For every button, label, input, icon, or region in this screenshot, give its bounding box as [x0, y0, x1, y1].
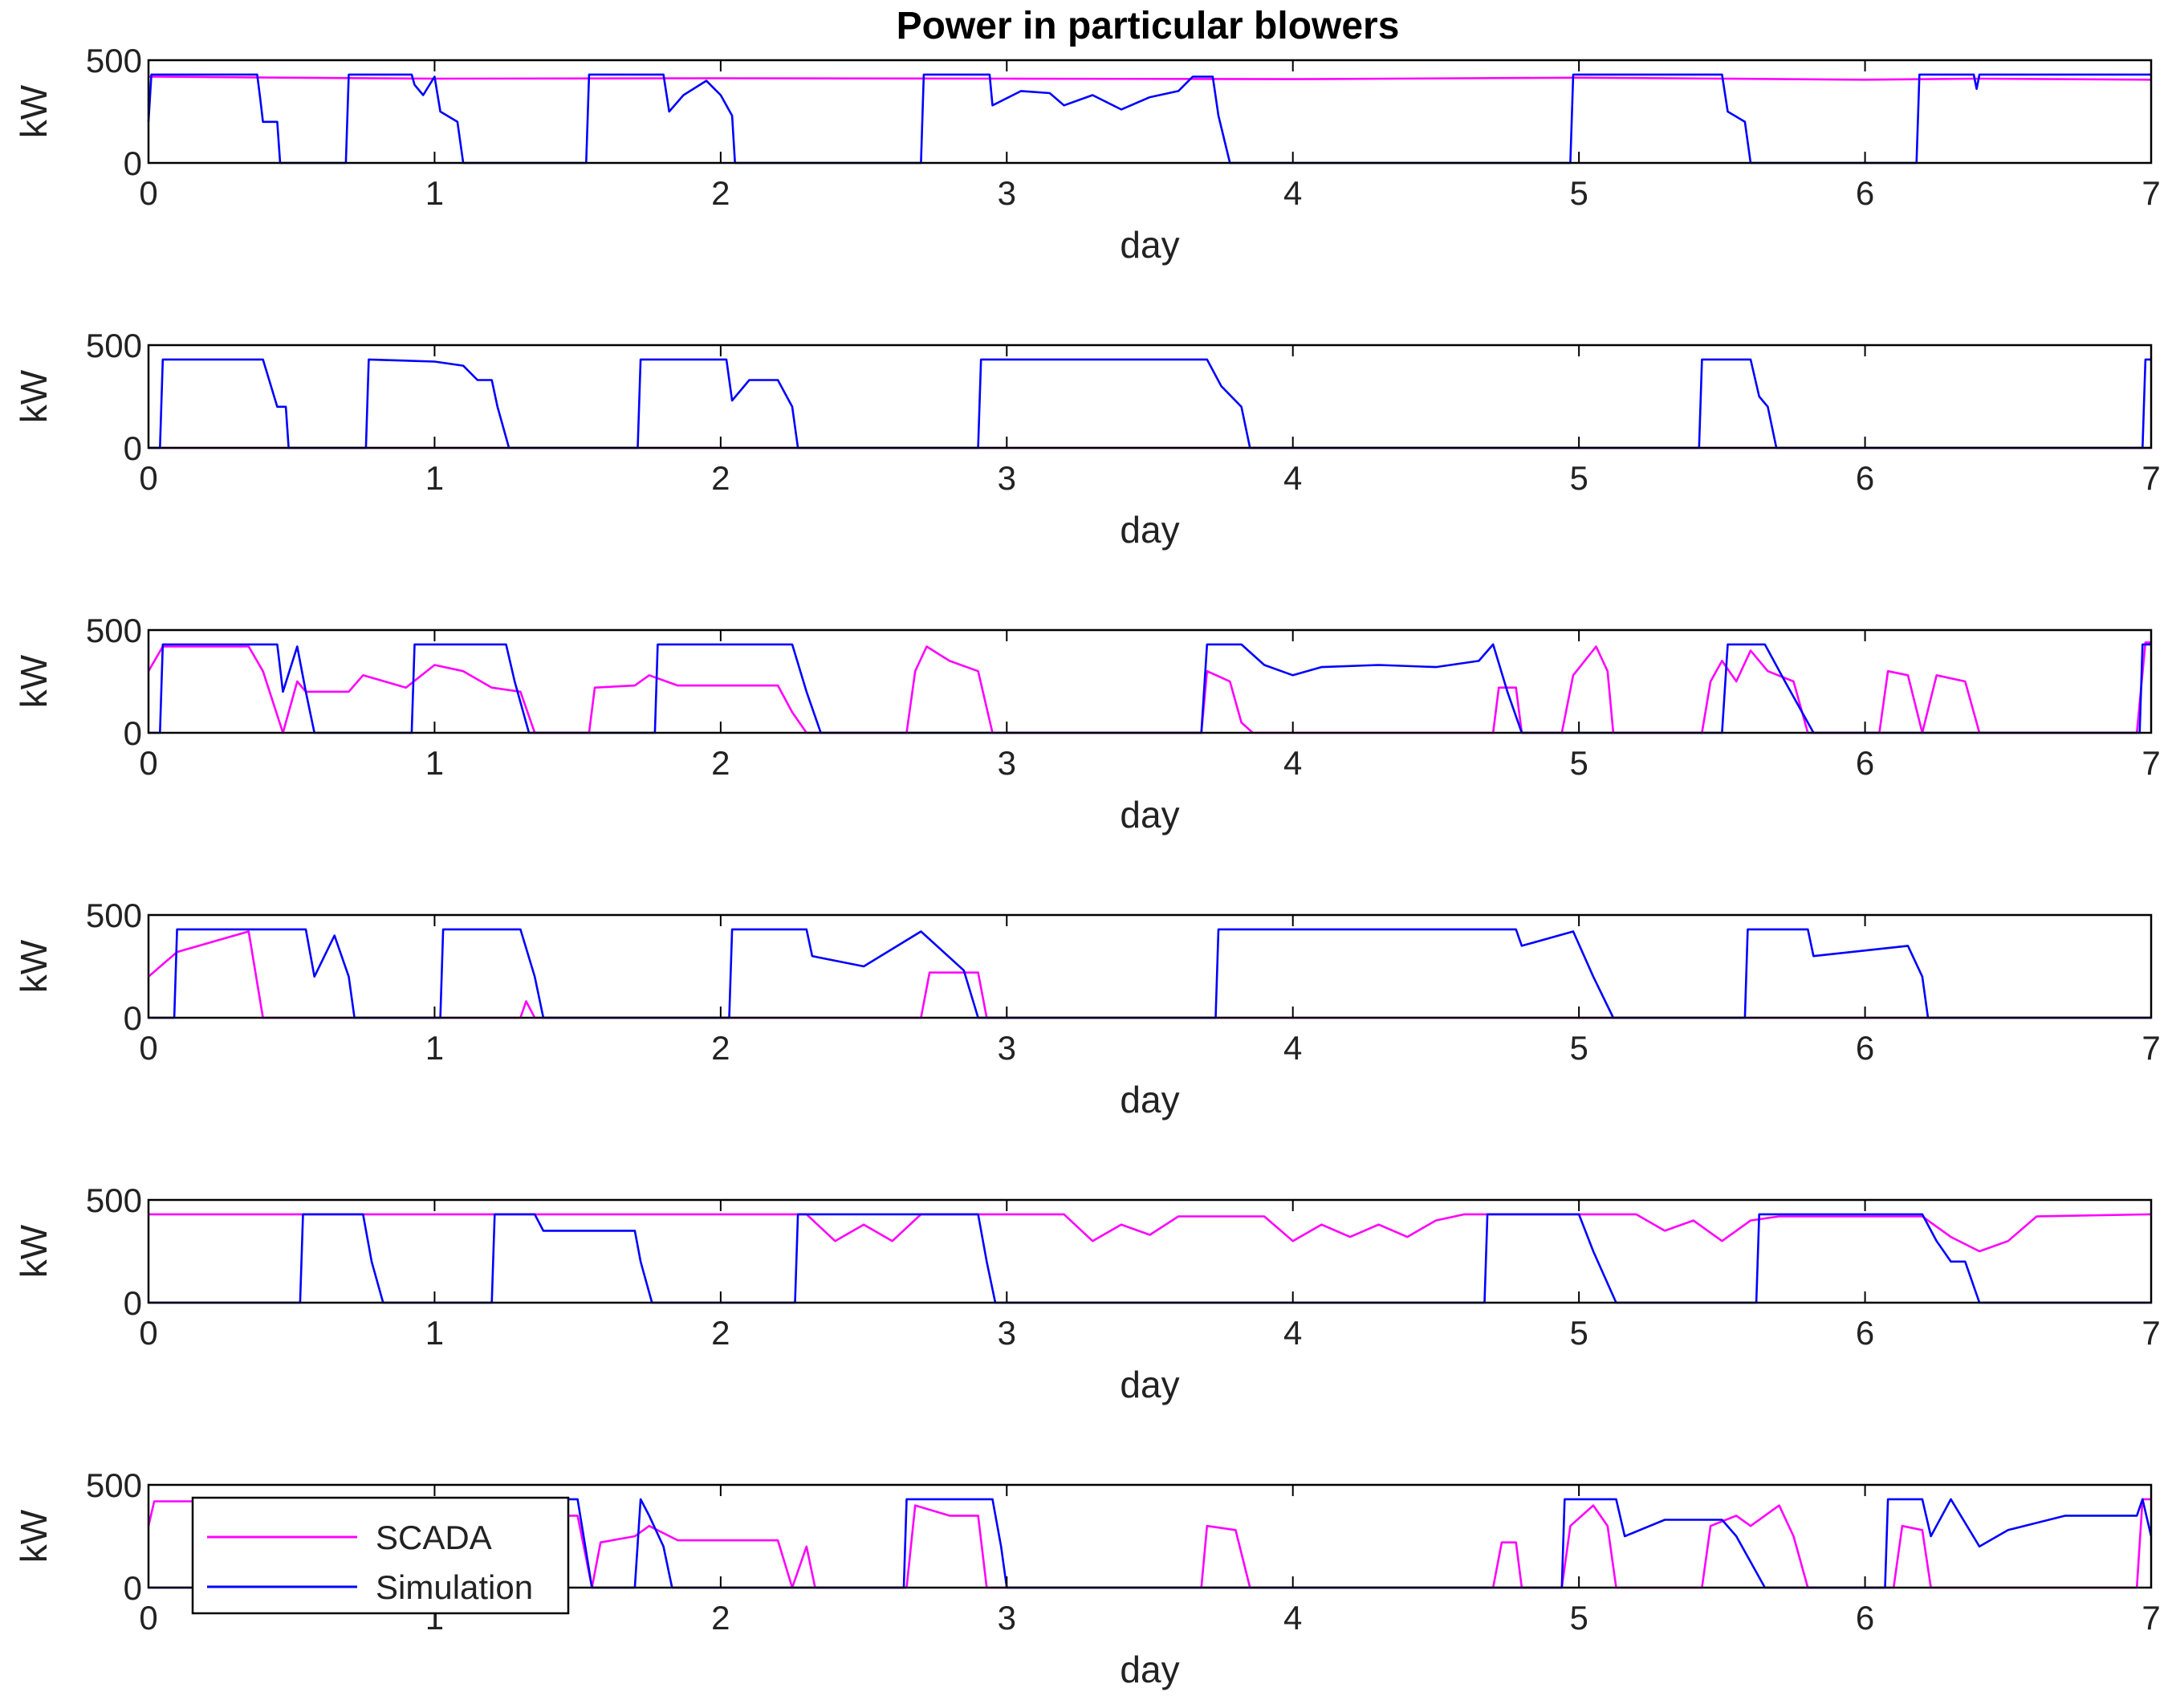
- legend-label-simulation: Simulation: [376, 1568, 533, 1606]
- y-tick-label: 500: [86, 327, 142, 364]
- x-tick-label: 7: [2141, 1029, 2160, 1067]
- x-tick-label: 4: [1283, 1029, 1302, 1067]
- x-tick-label: 6: [1856, 1029, 1874, 1067]
- y-axis-label: kW: [13, 1509, 55, 1563]
- y-tick-label: 500: [86, 42, 142, 79]
- x-tick-label: 5: [1569, 1599, 1588, 1637]
- x-axis-label: day: [1120, 224, 1179, 266]
- series-line-scada-3: [147, 641, 2151, 734]
- x-tick-label: 6: [1856, 744, 1874, 782]
- x-tick-label: 7: [2141, 174, 2160, 212]
- y-tick-label: 0: [124, 714, 142, 752]
- legend-label-scada: SCADA: [376, 1519, 492, 1556]
- x-tick-label: 6: [1856, 174, 1874, 212]
- x-tick-label: 5: [1569, 1029, 1588, 1067]
- y-axis-label: kW: [13, 369, 55, 423]
- subplot-5: 0 1 2 3 4 5 6 7 0 500 day kW: [13, 1181, 2161, 1405]
- legend-box: [191, 1496, 570, 1615]
- x-tick-label: 0: [139, 1314, 157, 1352]
- x-tick-label: 4: [1283, 459, 1302, 497]
- x-tick-label: 2: [711, 459, 730, 497]
- subplot-1: 0 1 2 3 4 5 6 7 0 500 day kW: [13, 42, 2161, 266]
- x-tick-label: 2: [711, 744, 730, 782]
- x-axis-label: day: [1120, 509, 1179, 551]
- series-line-simulation-6: [148, 1498, 2153, 1589]
- series-line-simulation-1: [147, 73, 2151, 165]
- x-tick-label: 1: [425, 1029, 444, 1067]
- x-tick-label: 6: [1856, 1599, 1874, 1637]
- x-tick-label: 1: [425, 174, 444, 212]
- x-tick-label: 0: [139, 459, 157, 497]
- axes-frame: [147, 628, 2153, 734]
- x-tick-label: 4: [1283, 744, 1302, 782]
- y-axis-label: kW: [13, 1224, 55, 1278]
- subplot-4: 0 1 2 3 4 5 6 7 0 500 day kW: [13, 897, 2161, 1120]
- x-tick-label: 4: [1283, 1314, 1302, 1352]
- x-tick-label: 7: [2141, 459, 2160, 497]
- x-tick-label: 0: [139, 744, 157, 782]
- x-tick-label: 6: [1856, 459, 1874, 497]
- figure-title: Power in particular blowers: [897, 5, 1400, 47]
- axes-frame: [147, 913, 2153, 1019]
- series-line-simulation-5: [148, 1213, 2151, 1304]
- series-line-scada-4: [148, 930, 2151, 1019]
- y-axis-label: kW: [13, 84, 55, 138]
- x-tick-label: 3: [998, 1029, 1016, 1067]
- series-line-simulation-3: [148, 643, 2151, 734]
- x-tick-label: 5: [1569, 459, 1588, 497]
- axes-frame: [147, 344, 2153, 449]
- x-tick-label: 5: [1569, 744, 1588, 782]
- x-axis-label: day: [1120, 1649, 1179, 1690]
- x-tick-label: 5: [1569, 174, 1588, 212]
- x-tick-label: 3: [998, 744, 1016, 782]
- x-tick-label: 7: [2141, 1314, 2160, 1352]
- x-tick-label: 3: [998, 459, 1016, 497]
- axes-frame: [147, 1483, 2153, 1589]
- x-tick-label: 3: [998, 1599, 1016, 1637]
- x-tick-label: 6: [1856, 1314, 1874, 1352]
- y-tick-label: 500: [86, 1181, 142, 1219]
- x-tick-label: 4: [1283, 1599, 1302, 1637]
- axes-frame: [147, 59, 2153, 165]
- x-tick-label: 0: [139, 1599, 157, 1637]
- x-tick-label: 2: [711, 1599, 730, 1637]
- subplot-3: 0 1 2 3 4 5 6 7 0 500 day kW: [13, 612, 2161, 836]
- legend: SCADA Simulation: [191, 1496, 570, 1615]
- y-tick-label: 0: [124, 999, 142, 1037]
- y-axis-label: kW: [13, 939, 55, 993]
- axes-frame: [147, 1198, 2153, 1304]
- x-axis-label: day: [1120, 1079, 1179, 1120]
- series-line-simulation-4: [148, 928, 2151, 1019]
- x-tick-label: 3: [998, 174, 1016, 212]
- series-line-scada-5: [148, 1213, 2152, 1253]
- x-tick-label: 3: [998, 1314, 1016, 1352]
- series-line-simulation-2: [148, 358, 2151, 449]
- y-tick-label: 500: [86, 897, 142, 934]
- x-tick-label: 1: [425, 744, 444, 782]
- x-tick-label: 1: [425, 459, 444, 497]
- x-tick-label: 2: [711, 1314, 730, 1352]
- x-tick-label: 0: [139, 1029, 157, 1067]
- y-tick-label: 500: [86, 612, 142, 649]
- y-axis-label: kW: [13, 654, 55, 708]
- x-tick-label: 0: [139, 174, 157, 212]
- x-tick-label: 7: [2141, 1599, 2160, 1637]
- x-tick-label: 7: [2141, 744, 2160, 782]
- x-tick-label: 1: [425, 1314, 444, 1352]
- x-axis-label: day: [1120, 1364, 1179, 1405]
- y-tick-label: 0: [124, 1569, 142, 1607]
- x-tick-label: 2: [711, 174, 730, 212]
- x-tick-label: 5: [1569, 1314, 1588, 1352]
- series-line-scada-1: [148, 75, 2152, 81]
- y-tick-label: 500: [86, 1466, 142, 1504]
- x-tick-label: 2: [711, 1029, 730, 1067]
- x-tick-label: 4: [1283, 174, 1302, 212]
- y-tick-label: 0: [124, 429, 142, 467]
- y-tick-label: 0: [124, 1284, 142, 1322]
- x-axis-label: day: [1120, 794, 1179, 836]
- y-tick-label: 0: [124, 144, 142, 182]
- subplot-2: 0 1 2 3 4 5 6 7 0 500 day kW: [13, 327, 2161, 551]
